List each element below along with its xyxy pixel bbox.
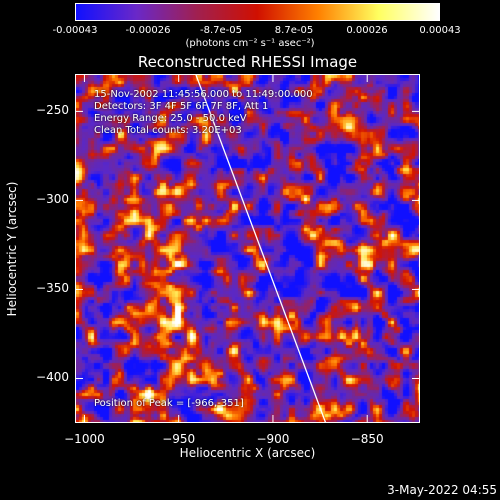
colorbar [75, 3, 440, 21]
colorbar-tick-label: 0.00026 [346, 25, 388, 36]
heatmap-image [76, 75, 419, 422]
colorbar-tick-label: -0.00043 [52, 25, 98, 36]
image-title: Reconstructed RHESSI Image [137, 53, 358, 71]
x-tick-label: −1000 [64, 432, 105, 446]
colorbar-unit-label: (photons cm⁻² s⁻¹ asec⁻²) [185, 38, 315, 49]
colorbar-tick-label: 8.7e-05 [274, 25, 314, 36]
y-tick-label: −300 [36, 192, 69, 207]
peak-position: Position of Peak = [-966,-351] [94, 398, 244, 409]
colorbar-tick-label: -0.00026 [125, 25, 171, 36]
info-energy-range: Energy Range: 25.0 - 50.0 keV [94, 113, 247, 124]
solar-limb-line [195, 75, 327, 422]
info-time-range: 15-Nov-2002 11:45:56.000 to 11:49:00.000 [94, 89, 313, 100]
y-tick-label: −400 [36, 370, 69, 385]
y-tick-label: −350 [36, 281, 69, 296]
colorbar-tick-label: 0.00043 [419, 25, 461, 36]
x-tick-label: −950 [162, 432, 196, 446]
image-plot: 15-Nov-2002 11:45:56.000 to 11:49:00.000… [75, 74, 420, 423]
x-axis-label: Heliocentric X (arcsec) [179, 446, 316, 460]
info-detectors: Detectors: 3F 4F 5F 6F 7F 8F, Att 1 [94, 101, 269, 112]
y-axis-label: Heliocentric Y (arcsec) [5, 181, 19, 317]
y-tick-label: −250 [36, 103, 69, 118]
info-clean-counts: Clean Total counts: 3.20E+03 [94, 125, 242, 136]
x-tick-label: −850 [350, 432, 384, 446]
colorbar-tick-label: -8.7e-05 [200, 25, 242, 36]
x-tick-label: −900 [256, 432, 290, 446]
observation-info: 15-Nov-2002 11:45:56.000 to 11:49:00.000… [94, 89, 313, 137]
footer-date: 3-May-2022 04:55 [387, 483, 497, 497]
overlay [195, 75, 327, 422]
